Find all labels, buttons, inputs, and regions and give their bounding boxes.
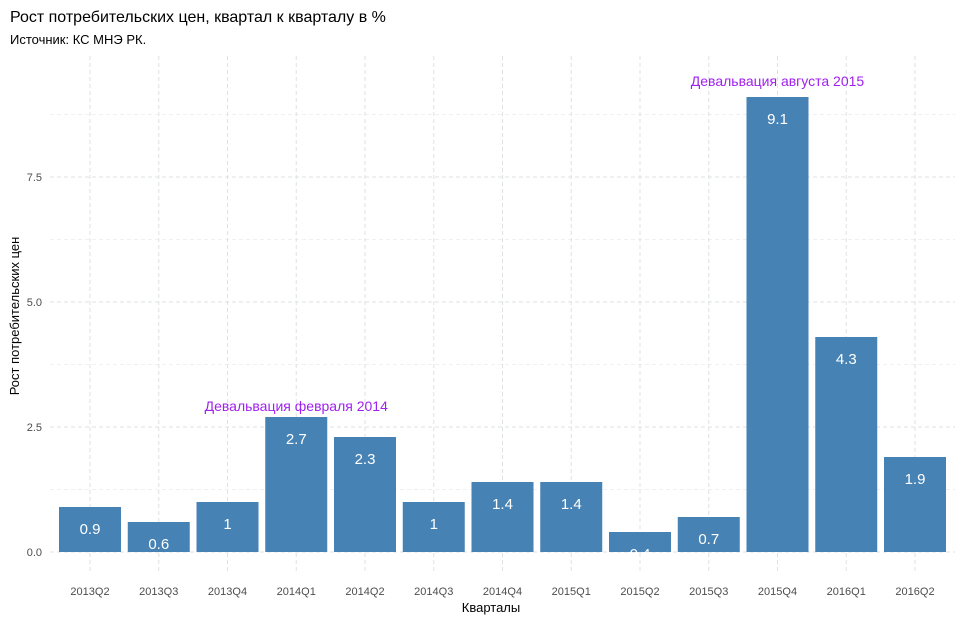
x-tick-label: 2014Q2 [345,586,384,598]
x-tick-label: 2013Q4 [208,586,247,598]
bar-value-label: 2.7 [286,431,307,448]
bar-value-label: 9.1 [767,111,788,128]
x-tick-label: 2016Q2 [895,586,934,598]
annotation-label: Девальвация августа 2015 [691,73,865,89]
y-tick-label: 0.0 [27,547,42,559]
bar [471,482,534,552]
bar-value-label: 0.9 [80,521,101,538]
bar-value-label: 1.9 [905,471,926,488]
x-tick-label: 2013Q2 [70,586,109,598]
y-tick-label: 7.5 [27,172,42,184]
bar [127,522,190,552]
bar [59,507,121,552]
x-tick-label: 2014Q1 [277,586,316,598]
bar-value-label: 1 [223,516,231,533]
bar [540,482,603,552]
x-axis-ticks: 2013Q2 2013Q3 2013Q4 2014Q1 2014Q2 2014Q3 2014… [70,586,934,598]
x-tick-label: 2015Q1 [552,586,591,598]
x-axis-title: Кварталы [462,600,520,615]
bar-value-label: 2.3 [355,451,376,468]
bars [59,97,946,552]
y-axis-ticks: 0.0 2.5 5.0 7.5 [27,172,42,559]
y-axis-title: Рост потребительских цен [7,237,22,396]
x-tick-label: 2014Q3 [414,586,453,598]
x-tick-label: 2015Q3 [689,586,728,598]
bar [677,517,740,552]
chart-title: Рост потребительских цен, квартал к квар… [10,9,386,26]
bar-labels: 0.9 0.6 1 2.7 2.3 1 1.4 1.4 0.4 0.7 9.1 4.3 1.9 [80,111,926,563]
y-tick-label: 5.0 [27,297,42,309]
bar [746,97,809,552]
x-tick-label: 2016Q1 [827,586,866,598]
annotation-label: Девальвация февраля 2014 [205,398,388,414]
bar-value-label: 1 [430,516,438,533]
bar [196,502,259,552]
bar-value-label: 0.4 [630,546,651,563]
x-tick-label: 2015Q4 [758,586,797,598]
bar-value-label: 1.4 [561,496,582,513]
x-tick-label: 2013Q3 [139,586,178,598]
x-tick-label: 2014Q4 [483,586,522,598]
annotations: Девальвация февраля 2014 Девальвация авгу… [205,73,865,414]
bar [815,337,878,552]
x-tick-label: 2015Q2 [620,586,659,598]
bar-value-label: 0.7 [698,531,719,548]
y-tick-label: 2.5 [27,422,42,434]
bar [334,437,396,552]
bar-value-label: 1.4 [492,496,513,513]
bar [402,502,465,552]
chart-subtitle: Источник: КС МНЭ РК. [10,32,146,47]
bar [609,532,671,552]
bar-value-label: 0.6 [148,536,169,553]
bar-value-label: 4.3 [836,351,857,368]
bar [884,457,946,552]
bar [265,417,328,552]
